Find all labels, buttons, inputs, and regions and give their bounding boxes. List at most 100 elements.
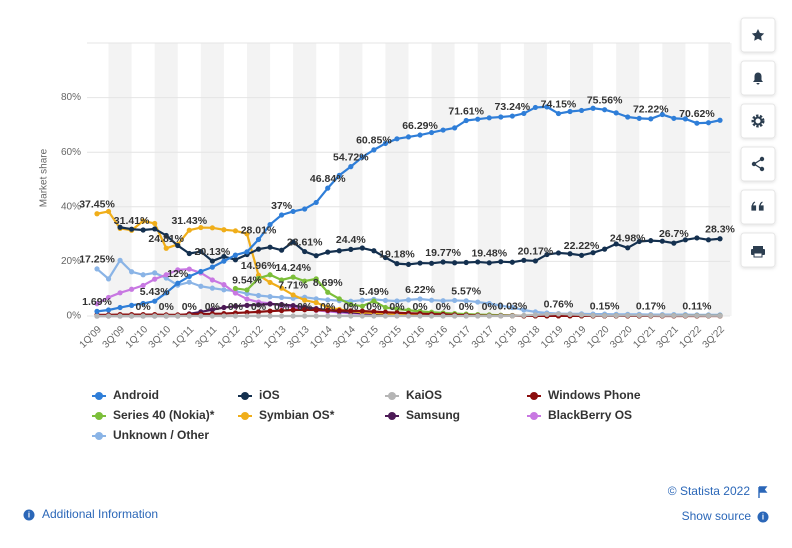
- x-tick-label: 3Q'14: [331, 324, 358, 351]
- legend-label[interactable]: KaiOS: [406, 388, 442, 402]
- data-point: [105, 313, 112, 319]
- data-point: [336, 313, 342, 319]
- data-point: [255, 313, 262, 319]
- data-label: 28.01%: [241, 224, 277, 236]
- data-point: [209, 258, 215, 264]
- data-point: [198, 283, 204, 289]
- data-point: [359, 313, 365, 319]
- additional-information[interactable]: Additional Information: [42, 507, 158, 521]
- notification-button[interactable]: [740, 60, 776, 96]
- legend-label[interactable]: Series 40 (Nokia)*: [113, 408, 215, 422]
- legend-label[interactable]: iOS: [259, 388, 280, 402]
- legend-label[interactable]: Android: [113, 388, 159, 402]
- data-point: [336, 296, 342, 302]
- x-tick-label: 3Q'09: [101, 324, 128, 351]
- legend-label[interactable]: Windows Phone: [548, 388, 641, 402]
- data-label: 19.77%: [425, 247, 461, 259]
- cite-button[interactable]: [740, 189, 776, 225]
- data-point: [209, 277, 215, 283]
- print-button[interactable]: [740, 232, 776, 268]
- data-point: [94, 211, 100, 217]
- data-label: 0%: [228, 301, 244, 313]
- data-point: [382, 313, 389, 319]
- data-point: [105, 307, 112, 313]
- footer: © Statista 2022 i Additional Information…: [23, 484, 769, 523]
- data-point: [152, 220, 158, 227]
- data-label: 0.15%: [590, 300, 620, 312]
- data-point: [555, 250, 562, 256]
- legend-label[interactable]: Samsung: [406, 408, 460, 422]
- data-label: 0%: [136, 301, 152, 313]
- show-source[interactable]: Show source: [682, 509, 752, 523]
- data-point: [371, 313, 377, 319]
- data-point: [475, 116, 481, 122]
- x-tick-label: 3Q'18: [516, 324, 543, 351]
- copyright[interactable]: © Statista 2022: [668, 484, 751, 498]
- data-label: 23.61%: [287, 236, 323, 248]
- data-point: [602, 312, 608, 319]
- legend-label[interactable]: BlackBerry OS: [548, 408, 632, 422]
- data-point: [521, 312, 527, 319]
- flag-icon[interactable]: [758, 486, 768, 498]
- data-point: [221, 227, 227, 233]
- data-label: 0.03%: [497, 301, 527, 313]
- info-icon[interactable]: [23, 509, 35, 521]
- data-point: [555, 311, 562, 317]
- data-label: 46.84%: [310, 173, 346, 185]
- plot-band: [385, 43, 409, 316]
- data-point: [382, 304, 389, 311]
- data-point: [325, 297, 331, 303]
- sidebar: [740, 17, 776, 268]
- data-point: [313, 253, 319, 259]
- data-label: 60.85%: [356, 135, 392, 147]
- data-point: [682, 237, 688, 243]
- data-point: [359, 154, 365, 160]
- data-point: [313, 199, 319, 206]
- x-tick-label: 1Q'18: [493, 324, 520, 351]
- data-point: [232, 303, 239, 309]
- data-point: [198, 313, 204, 319]
- data-point: [521, 257, 527, 263]
- data-label: 37%: [271, 200, 293, 212]
- data-point: [382, 309, 389, 315]
- data-label: 12%: [167, 268, 189, 280]
- data-point: [544, 104, 550, 110]
- data-point: [255, 302, 262, 308]
- legend-label[interactable]: Symbian OS*: [259, 408, 335, 422]
- data-point: [117, 304, 123, 311]
- data-point: [290, 292, 296, 298]
- share-button[interactable]: [740, 146, 776, 182]
- data-point: [417, 296, 423, 302]
- info-icon[interactable]: [757, 511, 769, 523]
- legend-swatch: [530, 412, 538, 420]
- x-tick-label: 3Q'13: [285, 324, 312, 351]
- data-label: 24.98%: [610, 233, 646, 245]
- data-point: [532, 104, 539, 111]
- data-point: [636, 115, 642, 121]
- data-point: [278, 307, 285, 314]
- favorite-button[interactable]: [740, 17, 776, 53]
- data-point: [705, 237, 712, 243]
- data-label: 19.48%: [471, 248, 507, 260]
- data-point: [428, 129, 435, 136]
- data-point: [290, 303, 296, 309]
- data-point: [163, 232, 169, 239]
- data-point: [405, 134, 412, 140]
- legend-label[interactable]: Unknown / Other: [113, 428, 209, 442]
- legend-swatch: [530, 392, 538, 400]
- data-point: [325, 249, 331, 255]
- legend-swatch: [388, 412, 396, 420]
- data-point: [221, 287, 227, 293]
- data-point: [267, 279, 273, 286]
- data-point: [555, 110, 562, 117]
- data-point: [302, 307, 308, 313]
- data-point: [244, 287, 250, 293]
- data-point: [140, 218, 146, 224]
- data-point: [267, 308, 273, 314]
- data-label: 24.4%: [336, 234, 366, 246]
- data-point: [117, 290, 123, 296]
- plot-band: [523, 43, 547, 316]
- data-point: [302, 313, 308, 319]
- settings-button[interactable]: [740, 103, 776, 139]
